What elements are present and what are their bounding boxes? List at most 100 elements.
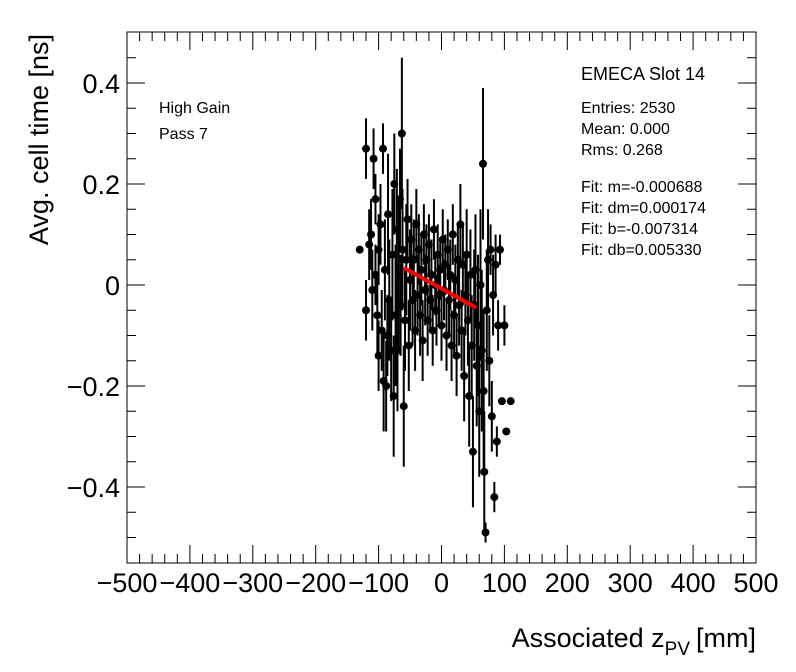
x-axis-label: Associated zPV [mm]	[512, 623, 756, 660]
data-point	[490, 481, 499, 513]
x-axis-ticks	[126, 32, 757, 563]
y-tick-label: 0	[105, 271, 120, 301]
marker	[466, 270, 475, 279]
data-point	[367, 199, 376, 270]
y-tick-label: 0.2	[82, 170, 120, 200]
marker	[417, 265, 426, 274]
marker	[376, 220, 385, 229]
fit-intercept-error: Fit: db=0.005330	[581, 242, 702, 259]
data-point	[486, 224, 495, 275]
data-point	[479, 88, 488, 240]
data-point	[368, 249, 377, 331]
stats-mean: Mean: 0.000	[581, 121, 670, 138]
marker	[369, 154, 378, 163]
data-point	[371, 173, 380, 225]
x-tick-label: 200	[545, 568, 590, 598]
marker	[490, 493, 499, 502]
data-point	[480, 411, 489, 533]
data-point	[495, 234, 504, 265]
fit-slope: Fit: m=-0.000688	[581, 179, 703, 196]
marker	[374, 351, 383, 360]
data-point	[384, 153, 393, 275]
data-point	[429, 199, 438, 260]
data-point	[404, 300, 413, 392]
data-point	[397, 57, 406, 210]
data-point	[388, 189, 397, 321]
data-point	[398, 189, 407, 311]
marker	[492, 437, 501, 446]
fit-slope-error: Fit: dm=0.000174	[581, 200, 706, 217]
data-point	[401, 269, 410, 371]
data-point	[428, 295, 437, 366]
x-axis-label-unit: [mm]	[696, 623, 756, 653]
marker	[495, 245, 504, 254]
marker	[399, 402, 408, 411]
marker	[371, 195, 380, 204]
marker	[491, 260, 500, 269]
x-tick-label: −100	[348, 568, 409, 598]
marker	[486, 245, 495, 254]
marker	[446, 270, 455, 279]
y-tick-label: −0.4	[67, 473, 120, 503]
marker	[418, 336, 427, 345]
marker	[403, 215, 412, 224]
marker	[479, 159, 488, 168]
data-point	[369, 128, 378, 190]
data-point	[355, 245, 364, 254]
marker	[482, 306, 491, 315]
data-point	[382, 340, 391, 432]
marker	[502, 427, 511, 436]
x-tick-label: −300	[222, 568, 283, 598]
marker	[506, 397, 515, 406]
x-axis-label-main: Associated z	[512, 623, 665, 653]
data-point	[462, 209, 471, 301]
data-point	[452, 315, 461, 397]
data-point	[491, 234, 500, 296]
marker	[429, 225, 438, 234]
marker	[500, 321, 509, 330]
marker	[384, 210, 393, 219]
data-point	[481, 522, 490, 543]
data-point	[460, 330, 469, 422]
marker	[428, 326, 437, 335]
data-point	[497, 397, 506, 406]
data-point	[376, 184, 385, 265]
marker	[460, 371, 469, 380]
data-point	[437, 290, 446, 361]
marker	[362, 306, 371, 315]
marker	[398, 245, 407, 254]
x-axis-label-subscript: PV	[665, 639, 691, 660]
data-point	[468, 396, 477, 508]
marker	[497, 397, 506, 406]
marker	[448, 230, 457, 239]
data-point	[502, 427, 511, 436]
x-tick-label: −200	[285, 568, 346, 598]
stats-title: EMECA Slot 14	[581, 64, 705, 84]
marker	[445, 296, 454, 305]
data-point	[399, 345, 408, 467]
data-point	[362, 118, 371, 179]
data-point	[448, 204, 457, 265]
data-point	[446, 239, 455, 311]
fit-line	[402, 266, 478, 310]
data-point	[362, 279, 371, 341]
data-point	[500, 305, 509, 346]
legend-line-1: High Gain	[159, 100, 230, 117]
marker	[380, 265, 389, 274]
marker	[382, 382, 391, 390]
data-points	[355, 57, 515, 543]
marker	[373, 311, 382, 320]
marker	[379, 144, 388, 153]
y-tick-label: −0.2	[67, 372, 120, 402]
y-tick-label: 0.4	[82, 69, 120, 99]
marker	[487, 412, 496, 421]
x-tick-label: 300	[608, 568, 653, 598]
marker	[397, 129, 406, 138]
marker	[389, 392, 398, 401]
data-point	[373, 274, 382, 356]
y-axis-tick-labels: −0.4 −0.2 0 0.2 0.4	[67, 69, 120, 503]
x-tick-label: 500	[733, 568, 778, 598]
marker	[479, 387, 488, 396]
data-point	[417, 234, 426, 306]
data-point	[487, 380, 496, 452]
